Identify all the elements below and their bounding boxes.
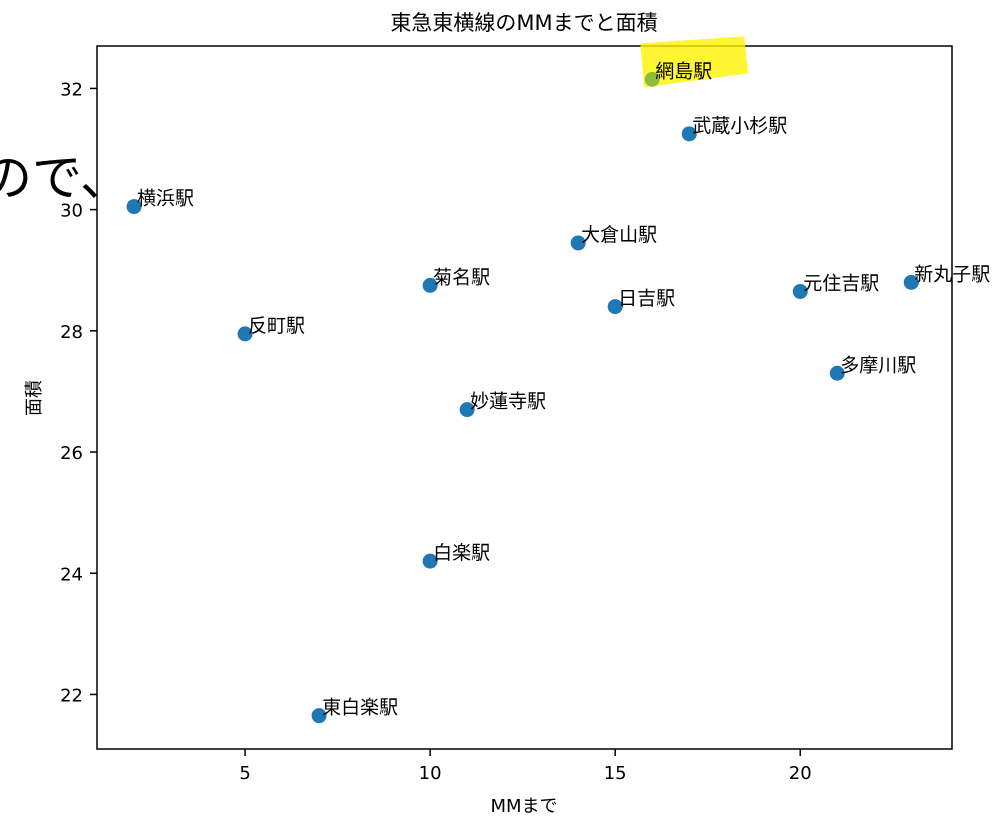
- data-point: [237, 326, 253, 342]
- y-axis: 22 24 26 28 30 32: [60, 79, 97, 706]
- plot-area-frame: [96, 45, 953, 750]
- x-tick-label: 10: [419, 763, 442, 784]
- data-point: [829, 365, 845, 381]
- y-tick-label: 24: [60, 564, 83, 585]
- data-point: [792, 283, 808, 299]
- data-point: [422, 553, 438, 569]
- y-tick-label: 22: [60, 685, 83, 706]
- data-point: [644, 71, 660, 87]
- point-label: 横浜駅: [137, 188, 194, 210]
- point-label: 妙蓮寺駅: [470, 391, 546, 413]
- y-tick-label: 32: [60, 79, 83, 100]
- highlight-layer: [640, 36, 749, 88]
- x-axis: 5 10 15 20: [239, 749, 812, 784]
- data-point: [607, 299, 623, 315]
- x-tick-label: 15: [604, 763, 627, 784]
- chart-title: 東急東横線のMMまでと面積: [390, 11, 657, 35]
- point-label: 反町駅: [248, 315, 305, 337]
- y-tick-label: 30: [60, 201, 83, 222]
- data-points: [126, 71, 919, 724]
- point-label: 日吉駅: [618, 288, 675, 310]
- data-point: [459, 402, 475, 418]
- point-label: 菊名駅: [433, 266, 490, 288]
- data-point: [903, 274, 919, 290]
- point-label: 東白楽駅: [322, 697, 398, 719]
- data-point: [126, 199, 142, 215]
- point-label: 白楽駅: [433, 542, 490, 564]
- data-point: [311, 708, 327, 724]
- point-label: 網島駅: [655, 60, 712, 82]
- point-label: 元住吉駅: [803, 272, 879, 294]
- point-label: 多摩川駅: [840, 354, 916, 376]
- x-tick-label: 20: [789, 763, 812, 784]
- highlighter-mark: [640, 36, 749, 88]
- data-point: [422, 277, 438, 293]
- data-point: [681, 126, 697, 142]
- x-axis-label: MMまで: [490, 796, 557, 817]
- x-tick-label: 5: [239, 763, 250, 784]
- y-tick-label: 26: [60, 443, 83, 464]
- overlay-handwritten-text: ので、: [0, 149, 130, 207]
- point-label: 大倉山駅: [581, 224, 657, 246]
- point-label: 武蔵小杉駅: [692, 115, 787, 137]
- data-point: [570, 235, 586, 251]
- y-tick-label: 28: [60, 322, 83, 343]
- point-label: 新丸子駅: [914, 263, 990, 285]
- y-axis-label: 面積: [24, 380, 45, 416]
